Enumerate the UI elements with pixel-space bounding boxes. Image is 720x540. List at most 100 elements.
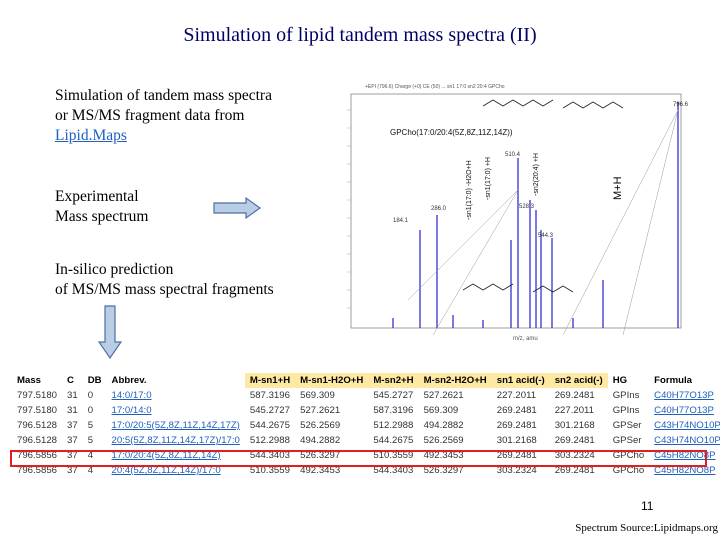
intro-line-1: Simulation of tandem mass spectra [55,87,272,104]
col-header-abbrev: Abbrev. [111,375,147,386]
table-row: 797.5180 31 0 17:0/14:0 545.2727 527.2621 587.… [12,403,720,418]
table-cell: 492.3453 [423,450,464,461]
abbrev-link[interactable]: 14:0/17:0 [111,390,152,401]
table-cell: 526.2569 [300,420,341,431]
formula-link[interactable]: C40H77O13P [654,405,714,416]
table-row: 796.5128 37 5 17:0/20:5(5Z,8Z,11Z,14Z,17Z) 5… [12,418,720,433]
col-header-m-sn2-h2o-h: M-sn2-H2O+H [418,373,492,388]
peak-label: 528.3 [519,204,535,210]
lipidmaps-link[interactable]: Lipid.Maps [55,127,127,144]
table-cell: 544.3403 [249,450,290,461]
table-cell: 269.2481 [554,435,595,446]
table-cell: 227.2011 [554,405,595,416]
col-header-c: C [67,375,74,386]
col-header-mass: Mass [17,375,41,386]
table-cell: 269.2481 [554,465,595,476]
down-arrow-icon [97,305,123,360]
table-cell: 510.3559 [373,450,414,461]
table-cell: 527.2621 [300,405,341,416]
table-cell: 227.2011 [496,390,537,401]
table-cell: 4 [87,465,94,476]
formula-link[interactable]: C43H74NO10P [654,435,720,446]
table-cell: 587.3196 [373,405,414,416]
peak-label: 286.0 [431,206,447,212]
table-cell: 494.2882 [300,435,341,446]
right-arrow-icon [213,196,262,220]
experimental-line-1: Experimental [55,188,139,205]
table-cell: 527.2621 [423,390,464,401]
table-cell: 301.2168 [554,420,595,431]
table-cell: 512.2988 [249,435,290,446]
experimental-text: Experimental Mass spectrum [55,187,325,227]
table-cell: 5 [87,435,94,446]
table-cell: 526.2569 [423,435,464,446]
mass-spectrum-image: +EPI (796.6) Charge (+0) CE (50) ... sn1… [333,80,698,344]
table-cell: 269.2481 [496,450,537,461]
formula-link[interactable]: C45H82NO8P [654,450,716,461]
table-cell: 269.2481 [554,390,595,401]
table-cell: 544.2675 [249,420,290,431]
table-cell: 526.3297 [300,450,341,461]
table-cell: GPSer [612,435,642,446]
fragment-label: -sn2(20:4) +H [533,153,540,196]
fragment-label: -sn1(17:0) -H2O+H [466,160,473,220]
table-cell: 269.2481 [496,405,537,416]
molecule-label: GPCho(17:0/20:4(5Z,8Z,11Z,14Z)) [390,128,513,137]
col-header-hg: HG [612,375,628,386]
table-cell: 512.2988 [373,420,414,431]
slide-title: Simulation of lipid tandem mass spectra … [183,24,537,46]
table-cell: 37 [67,450,78,461]
x-axis-label: m/z, amu [513,336,538,342]
col-header-sn2-acid: sn2 acid(-) [549,373,608,388]
abbrev-link[interactable]: 17:0/20:4(5Z,8Z,11Z,14Z) [111,450,221,461]
formula-link[interactable]: C43H74NO10P [654,420,720,431]
table-cell: 526.3297 [423,465,464,476]
abbrev-link[interactable]: 17:0/20:5(5Z,8Z,11Z,14Z,17Z) [111,420,240,431]
table-cell: 797.5180 [17,405,58,416]
table-cell: 492.3453 [300,465,341,476]
table-cell: 796.5856 [17,465,58,476]
table-row: 796.5856 37 4 17:0/20:4(5Z,8Z,11Z,14Z) 544.3… [12,448,720,463]
insilico-text: In-silico prediction of MS/MS mass spect… [55,260,325,300]
table-cell: 544.2675 [373,435,414,446]
table-cell: 31 [67,405,78,416]
abbrev-link[interactable]: 20:4(5Z,8Z,11Z,14Z)/17:0 [111,465,221,476]
table-row: 797.5180 31 0 14:0/17:0 587.3196 569.309 545.2… [12,388,720,403]
peak-label: 796.6 [673,102,689,108]
insilico-line-1: In-silico prediction [55,261,174,278]
table-cell: 796.5128 [17,420,58,431]
table-cell: GPIns [612,405,640,416]
abbrev-link[interactable]: 20:5(5Z,8Z,11Z,14Z,17Z)/17:0 [111,435,240,446]
intro-line-2: or MS/MS fragment data from [55,107,245,124]
table-cell: 5 [87,420,94,431]
peak-label: 184.1 [393,218,409,224]
abbrev-link[interactable]: 17:0/14:0 [111,405,152,416]
table-cell: GPIns [612,390,640,401]
col-header-sn1-acid: sn1 acid(-) [491,373,550,388]
table-cell: 301.2168 [496,435,537,446]
fragment-table: Mass C DB Abbrev. M-sn1+H M-sn1-H2O+H M-… [12,373,720,478]
table-cell: 269.2481 [496,420,537,431]
spectrum-title-strip: +EPI (796.6) Charge (+0) CE (50) ... sn1… [365,84,505,90]
col-header-m-sn2-h: M-sn2+H [368,373,419,388]
table-cell: 545.2727 [373,390,414,401]
table-cell: 494.2882 [423,420,464,431]
table-row: 796.5128 37 5 20:5(5Z,8Z,11Z,14Z,17Z)/17:0 5… [12,433,720,448]
spectrum-plot [333,80,698,344]
table-cell: 37 [67,420,78,431]
fragment-label: -sn1(17:0) +H [485,157,492,200]
peak-label: 544.3 [538,233,554,239]
table-cell: 0 [87,405,94,416]
table-cell: 4 [87,450,94,461]
peak-label: 510.4 [505,152,521,158]
col-header-formula: Formula [654,375,693,386]
intro-text: Simulation of tandem mass spectra or MS/… [55,86,325,146]
experimental-line-2: Mass spectrum [55,208,149,225]
col-header-m-sn1-h2o-h: M-sn1-H2O+H [295,373,369,388]
table-cell: 510.3559 [249,465,290,476]
formula-link[interactable]: C40H77O13P [654,390,714,401]
formula-link[interactable]: C45H82NO8P [654,465,716,476]
table-cell: 545.2727 [249,405,290,416]
table-cell: 37 [67,435,78,446]
table-cell: 303.2324 [554,450,595,461]
